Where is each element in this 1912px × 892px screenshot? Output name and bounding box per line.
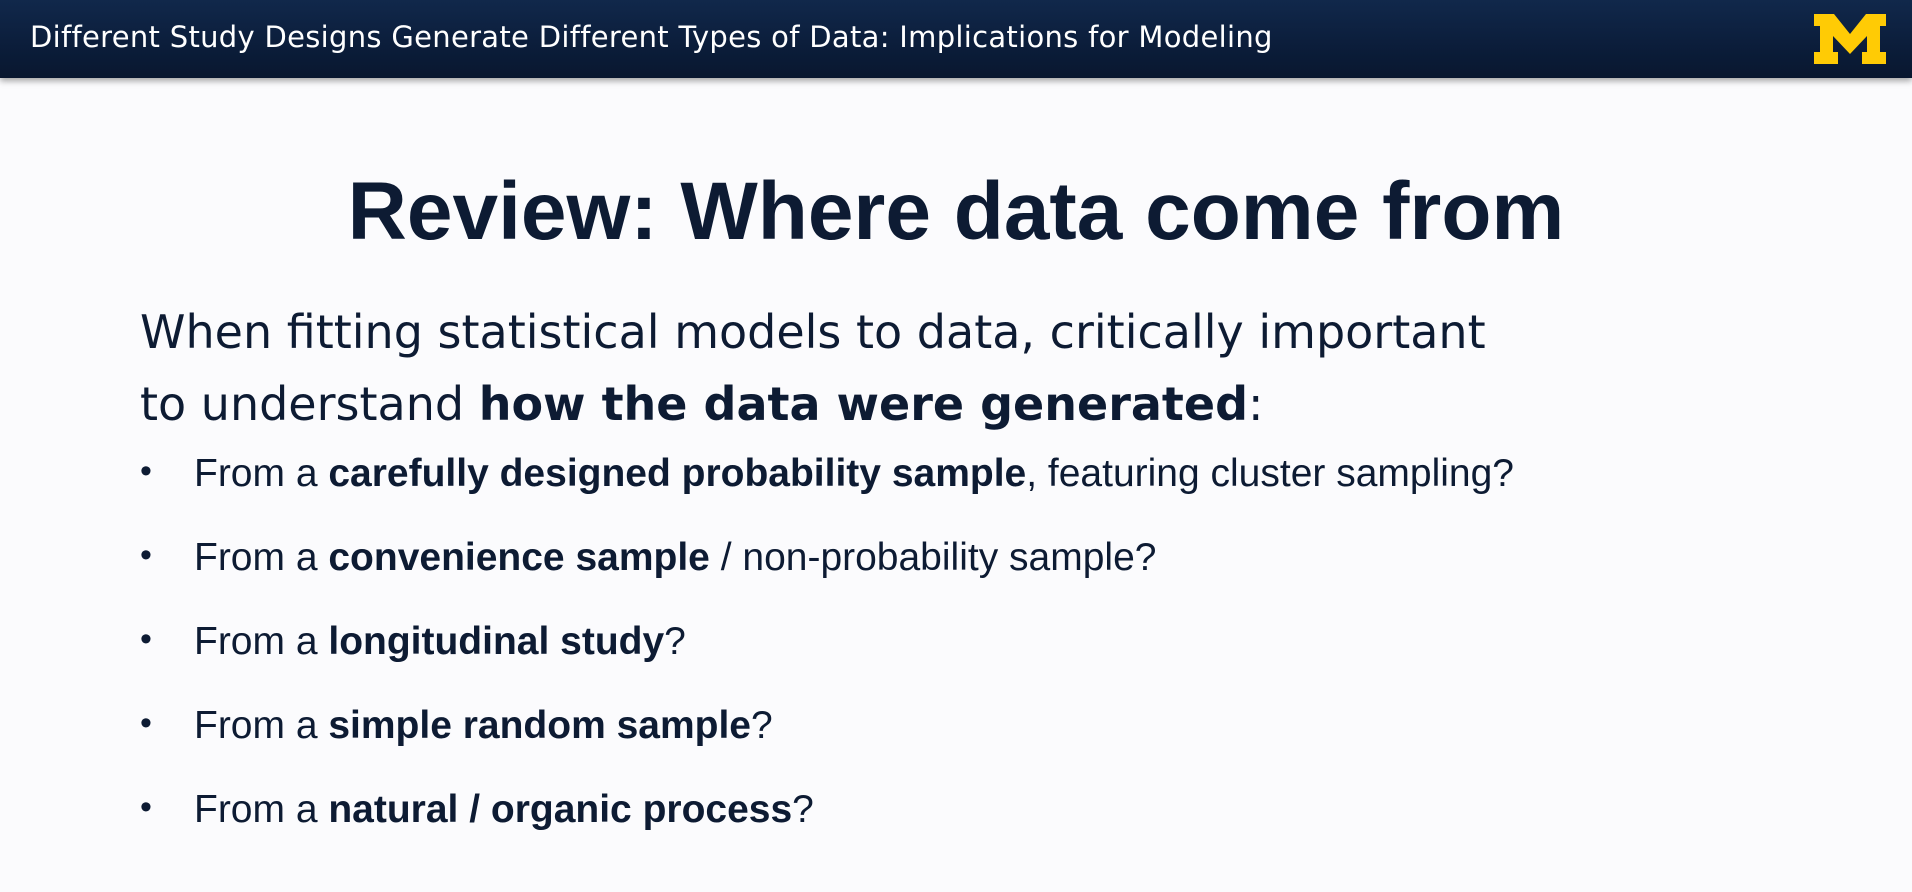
intro-line-2: to understand how the data were generate… — [140, 368, 1780, 440]
bullet-list: • From a carefully designed probability … — [140, 452, 1514, 872]
bullet-prefix: From a — [194, 788, 329, 831]
bullet-icon: • — [140, 788, 152, 826]
intro-line-2-bold: how the data were generated — [478, 377, 1249, 431]
bullet-prefix: From a — [194, 704, 329, 747]
bullet-suffix: , featuring cluster sampling? — [1026, 452, 1514, 495]
bullet-item: • From a natural / organic process? — [140, 788, 1514, 872]
bullet-bold: natural / organic process — [328, 788, 793, 831]
header-title: Different Study Designs Generate Differe… — [30, 20, 1273, 54]
intro-line-2-suffix: : — [1248, 377, 1264, 431]
bullet-icon: • — [140, 536, 152, 574]
bullet-suffix: ? — [664, 620, 686, 663]
intro-paragraph: When fitting statistical models to data,… — [140, 296, 1780, 440]
bullet-item: • From a carefully designed probability … — [140, 452, 1514, 536]
bullet-item: • From a longitudinal study? — [140, 620, 1514, 704]
intro-line-1: When fitting statistical models to data,… — [140, 305, 1486, 359]
bullet-icon: • — [140, 704, 152, 742]
bullet-suffix: / non-probability sample? — [709, 536, 1157, 579]
bullet-item: • From a simple random sample? — [140, 704, 1514, 788]
bullet-prefix: From a — [194, 536, 329, 579]
bullet-bold: longitudinal study — [328, 620, 665, 663]
bullet-icon: • — [140, 620, 152, 658]
header-bar: Different Study Designs Generate Differe… — [0, 0, 1912, 78]
bullet-bold: simple random sample — [328, 704, 751, 747]
bullet-prefix: From a — [194, 620, 329, 663]
intro-line-2-prefix: to understand — [140, 377, 479, 431]
bullet-icon: • — [140, 452, 152, 490]
bullet-prefix: From a — [194, 452, 329, 495]
slide-title: Review: Where data come from — [347, 166, 1565, 257]
bullet-suffix: ? — [751, 704, 773, 747]
bullet-bold: convenience sample — [328, 536, 710, 579]
bullet-item: • From a convenience sample / non-probab… — [140, 536, 1514, 620]
university-logo — [1814, 14, 1886, 64]
bullet-bold: carefully designed probability sample — [328, 452, 1027, 495]
bullet-suffix: ? — [792, 788, 814, 831]
